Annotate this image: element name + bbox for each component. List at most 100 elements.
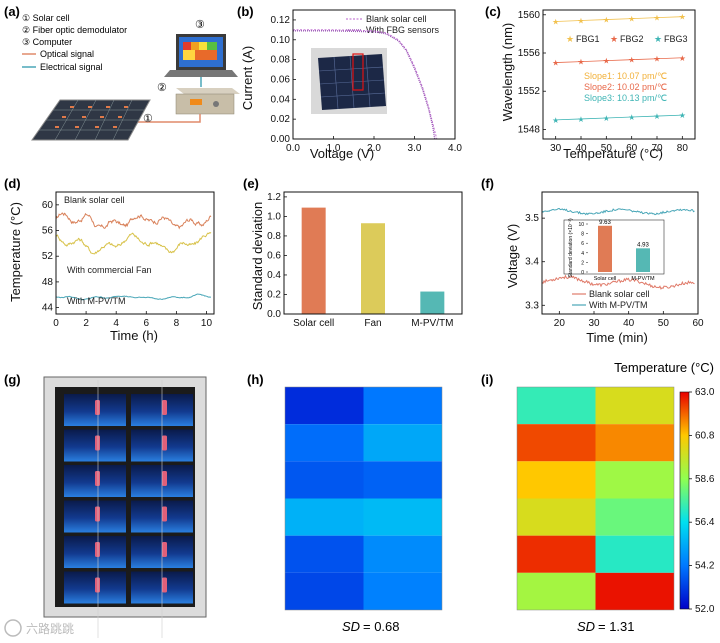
fbg-sensor — [162, 506, 167, 522]
chart-e-x-tick-label: Solar cell — [293, 318, 334, 329]
inset-y-tick-label: 6 — [581, 241, 584, 247]
marker-2: ② — [157, 82, 167, 94]
panel-f-label: (f) — [481, 176, 494, 191]
chart-c-point: ★ — [603, 16, 610, 25]
heatmap-h-cell — [285, 572, 364, 610]
chart-b-legend-blank: Blank solar cell — [366, 14, 427, 24]
chart-c-y-tick-label: 1552 — [518, 86, 541, 97]
heatmap-i-border — [516, 386, 675, 611]
heatmap-i-cell — [517, 387, 596, 425]
panel-i: (i) SD = 1.31 — [481, 372, 675, 634]
inset-y-tick-label: 8 — [581, 232, 584, 238]
chart-b-yticks: 0.00 0.02 0.04 0.06 0.08 0.10 0.12 — [271, 15, 296, 145]
chart-b-ylabel: Current (A) — [240, 46, 255, 110]
chart-c-point: ★ — [628, 56, 635, 65]
fbg-sensor — [162, 471, 167, 486]
chart-c-point: ★ — [653, 55, 660, 64]
chart-e-bar — [420, 291, 445, 314]
heatmap-h-cell — [363, 387, 442, 425]
chart-d-x-tick-label: 0 — [53, 318, 59, 329]
heatmap-i-cell — [517, 572, 596, 610]
fbg-sensor — [95, 542, 100, 557]
chart-d-annotation-blank: Blank solar cell — [64, 195, 125, 205]
panel-e-label: (e) — [243, 176, 259, 191]
chart-b-y-tick-label: 0.06 — [271, 74, 291, 85]
legend-fbg1-marker: ★ — [566, 34, 574, 44]
chart-d-annotation-mpvtm: With M-PV/TM — [67, 296, 126, 306]
chart-c-fit-1 — [555, 16, 683, 22]
colorbar-tick-label: 60.8 — [695, 430, 715, 441]
chart-d-x-tick-label: 2 — [83, 318, 89, 329]
heatmap-h-cell — [285, 387, 364, 425]
chart-f-frame — [541, 191, 699, 315]
inset-bar — [636, 248, 650, 272]
slope3-text: Slope3: 10.13 pm/℃ — [584, 93, 667, 103]
chart-e-x-tick-label: Fan — [364, 318, 381, 329]
chart-b-y-tick-label: 0.00 — [271, 134, 291, 145]
heatmap-i-cell — [595, 424, 674, 462]
chart-c-legend: ★ FBG1 ★ FBG2 ★ FBG3 — [566, 34, 688, 44]
chart-d-y-tick-label: 48 — [42, 277, 54, 288]
chart-b-frame — [292, 9, 456, 140]
chart-f-series-2 — [541, 208, 695, 216]
colorbar-title: Temperature (°C) — [614, 360, 714, 375]
panel-f: (f) Voltage (V) Time (min) 3.33.43.5 20 3… — [481, 176, 704, 345]
heatmap-h-cell — [285, 535, 364, 573]
fbg-sensor — [162, 542, 167, 557]
chart-c-legend-fbg1: FBG1 — [576, 34, 600, 44]
inset-bar-label: 9.63 — [599, 220, 611, 226]
chart-c-x-tick-label: 40 — [575, 143, 587, 154]
chart-d-series-3 — [55, 293, 212, 301]
chart-e-frame — [283, 191, 463, 315]
chart-f-legend-blank: Blank solar cell — [589, 289, 650, 299]
panel-g: (g) — [4, 372, 207, 638]
chart-c-yticks: 1548 1552 1556 1560 — [518, 10, 546, 135]
heatmap-i-cell — [517, 424, 596, 462]
heatmap-h-cell — [363, 572, 442, 610]
chart-d-x-tick-label: 4 — [113, 318, 119, 329]
heatmap-i — [516, 386, 675, 611]
colorbar-ticks: 63.0 60.8 58.6 56.4 54.2 52.0 — [689, 387, 715, 615]
chart-b-xlabel: Voltage (V) — [310, 146, 374, 161]
chart-b-x-tick-label: 0.0 — [286, 143, 300, 154]
optical-signal-label: Optical signal — [40, 49, 94, 59]
chart-c-x-tick-label: 70 — [651, 143, 663, 154]
fbg-sensor — [162, 435, 167, 451]
chart-e-y-tick-label: 0.2 — [267, 289, 281, 300]
chart-d-series-2 — [55, 232, 212, 255]
chart-c-frame — [542, 9, 696, 140]
chart-f-xlabel: Time (min) — [586, 330, 648, 345]
fbg-sensor — [95, 577, 100, 593]
demodulator-illustration — [175, 88, 240, 115]
inset-y-tick-label: 2 — [581, 260, 584, 266]
chart-b-x-tick-label: 1.0 — [327, 143, 341, 154]
heatmap-h-border — [284, 386, 443, 611]
inset-x-tick-label: M-PV/TM — [631, 276, 655, 282]
fbg-sensor — [95, 471, 100, 486]
heatmap-i-cell — [595, 572, 674, 610]
slope2-text: Slope2: 10.02 pm/℃ — [584, 82, 667, 92]
heatmap-i-cell — [517, 535, 596, 573]
chart-c-point: ★ — [653, 112, 660, 121]
inset-y-tick-label: 0 — [581, 270, 584, 276]
chart-d-plot — [55, 212, 212, 301]
sd-h-value: = 0.68 — [363, 619, 400, 634]
legend-fbg3-marker: ★ — [654, 34, 662, 44]
panel-e: (e) Standard deviation 0.0 0.2 0.4 0.6 0.8 1.… — [243, 176, 463, 329]
inset-yticks: 0 2 4 6 8 10 — [578, 222, 588, 276]
chart-c-point: ★ — [679, 111, 686, 120]
fbg-sensor — [95, 435, 100, 451]
colorbar-tick-label: 54.2 — [695, 561, 715, 572]
chart-d-y-tick-label: 44 — [42, 303, 54, 314]
inset-bar-label: 4.93 — [637, 242, 649, 248]
panel-h: (h) SD = 0.68 — [247, 372, 443, 634]
solar-panel-illustration — [31, 99, 151, 141]
fbg-solar-cell-photo — [311, 48, 387, 114]
chart-b-series-2 — [293, 30, 436, 140]
chart-e-y-tick-label: 0.8 — [267, 231, 281, 242]
electrical-signal-label: Electrical signal — [40, 62, 103, 72]
watermark: 六路跳跳 — [4, 619, 74, 637]
chart-b-series-1 — [293, 29, 438, 140]
panel-g-label: (g) — [4, 372, 21, 387]
